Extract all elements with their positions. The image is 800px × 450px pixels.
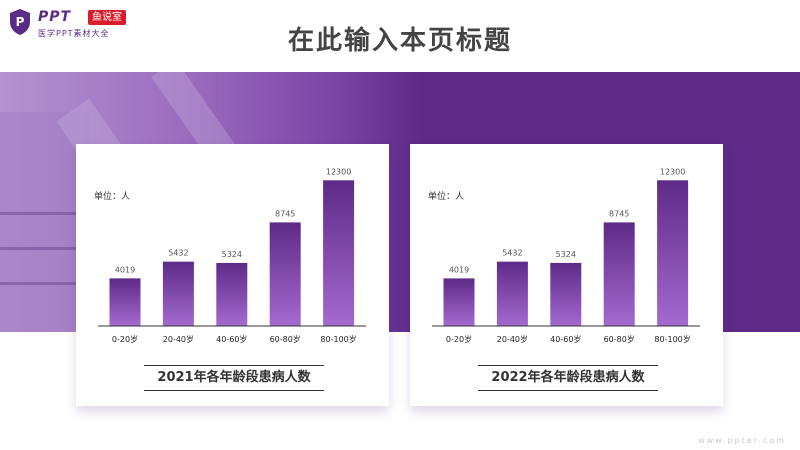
bar <box>216 262 248 326</box>
bar <box>550 262 582 326</box>
watermark: www.ppter.com <box>698 436 786 445</box>
x-tick-label: 40-60岁 <box>550 334 581 344</box>
unit-label: 单位：人 <box>94 190 130 202</box>
chart-caption: 2021年各年龄段患病人数 <box>144 365 324 391</box>
bar <box>657 180 689 326</box>
bar <box>109 278 141 326</box>
photo-shelf <box>0 212 80 215</box>
bar-chart-2022: 单位：人 4019 0-20岁 5432 20-40岁 5324 40-60岁 8745 60-… <box>428 167 700 344</box>
logo-badge: 鱼说室 <box>88 10 126 25</box>
x-tick-label: 60-80岁 <box>270 334 301 344</box>
bar <box>269 222 301 326</box>
bar <box>162 261 194 326</box>
bar-value-label: 4019 <box>115 265 135 274</box>
photo-wall <box>0 112 90 332</box>
photo-shelf <box>0 282 80 285</box>
x-tick-label: 20-40岁 <box>163 334 194 344</box>
bar <box>323 180 355 326</box>
x-tick-label: 0-20岁 <box>446 334 472 344</box>
page-title: 在此输入本页标题 <box>287 26 512 56</box>
logo: P PPT 鱼说室 医学PPT素材大全 <box>8 8 148 42</box>
photo-shelf <box>0 247 80 250</box>
bar <box>443 278 475 326</box>
bar-value-label: 12300 <box>660 167 685 176</box>
x-tick-label: 80-100岁 <box>654 334 690 344</box>
bar-value-label: 4019 <box>449 265 469 274</box>
unit-label: 单位：人 <box>428 190 464 202</box>
logo-brand: PPT <box>38 9 72 25</box>
bar-value-label: 8745 <box>609 209 629 218</box>
chart-card-2022: 单位：人 4019 0-20岁 5432 20-40岁 5324 40-60岁 8745 60-… <box>410 144 723 406</box>
svg-text:P: P <box>16 15 25 29</box>
x-tick-label: 20-40岁 <box>497 334 528 344</box>
chart-card-2021: 单位：人 4019 0-20岁 5432 20-40岁 5324 40-60岁 8745 60-… <box>76 144 389 406</box>
bar-value-label: 5432 <box>502 249 522 258</box>
x-tick-label: 60-80岁 <box>604 334 635 344</box>
bar-chart-2021: 单位：人 4019 0-20岁 5432 20-40岁 5324 40-60岁 8745 60-… <box>94 167 366 344</box>
bar <box>496 261 528 326</box>
bar-value-label: 5324 <box>556 250 576 259</box>
x-tick-label: 80-100岁 <box>320 334 356 344</box>
bar-value-label: 8745 <box>275 209 295 218</box>
bar-value-label: 5324 <box>222 250 242 259</box>
x-tick-label: 0-20岁 <box>112 334 138 344</box>
bar-value-label: 5432 <box>168 249 188 258</box>
chart-caption: 2022年各年龄段患病人数 <box>478 365 658 391</box>
x-tick-label: 40-60岁 <box>216 334 247 344</box>
bar-value-label: 12300 <box>326 167 351 176</box>
logo-tagline: 医学PPT素材大全 <box>38 29 110 38</box>
shield-logo-icon: P <box>10 9 30 35</box>
bar <box>603 222 635 326</box>
